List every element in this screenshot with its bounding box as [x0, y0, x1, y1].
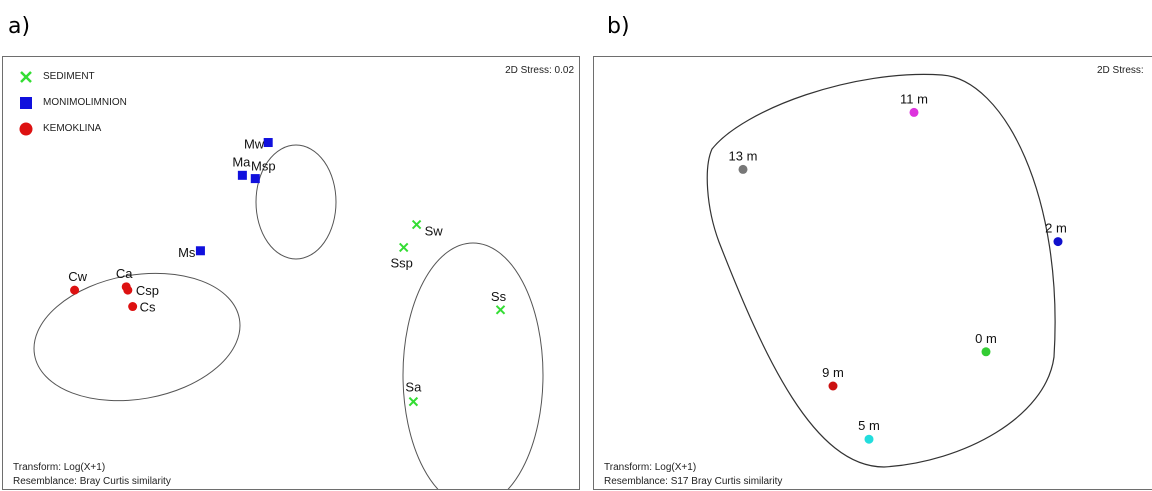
point-label-ms: Ms — [178, 245, 196, 260]
point-ss — [495, 305, 506, 315]
point-label-mw: Mw — [244, 137, 265, 152]
stress-label-a: 2D Stress: 0.02 — [505, 65, 574, 76]
legend-marker-square — [20, 97, 32, 109]
point-label-0m: 0 m — [975, 331, 997, 346]
plot-b-canvas: 11 m 13 m 2 m 0 m 9 m 5 m — [706, 73, 1067, 468]
point-label-msp: Msp — [251, 159, 276, 174]
legend-marker-x — [20, 71, 32, 83]
transform-label-a: Transform: Log(X+1) — [13, 462, 106, 473]
point-sa — [408, 396, 419, 407]
point-ms — [195, 246, 205, 256]
point-label-ssp: Ssp — [391, 255, 413, 270]
legend-label-kemoklina: KEMOKLINA — [43, 123, 102, 134]
point-label-sw: Sw — [425, 224, 444, 239]
point-ssp — [398, 242, 409, 253]
legend-marker-circle — [19, 122, 33, 136]
point-label-2m: 2 m — [1045, 221, 1067, 236]
point-cs — [128, 302, 138, 312]
point-mw — [263, 138, 273, 148]
point-label-ma: Ma — [232, 154, 251, 169]
panel-a-letter: a) — [8, 14, 31, 39]
point-label-cw: Cw — [68, 269, 87, 284]
point-0m — [981, 347, 991, 357]
point-label-13m: 13 m — [729, 148, 758, 163]
nmds-plot-a: Sw Ssp Ss Sa Mw Ma Msp Ms Cw Ca Csp Cs SEDIMENT MON… — [2, 56, 580, 490]
nmds-plot-b: 11 m 13 m 2 m 0 m 9 m 5 m 2D Stress: Transfor… — [593, 56, 1152, 490]
point-2m — [1053, 237, 1063, 247]
point-label-ca: Ca — [116, 266, 133, 281]
point-label-11m: 11 m — [900, 91, 928, 106]
point-13m — [738, 164, 748, 174]
point-msp — [250, 174, 260, 184]
legend-label-sediment: SEDIMENT — [43, 71, 95, 82]
point-9m — [828, 381, 838, 391]
point-label-9m: 9 m — [822, 365, 844, 380]
point-ma — [237, 170, 247, 180]
group-ellipse-monimolimnion — [255, 144, 337, 260]
resemblance-label-a: Resemblance: Bray Curtis similarity — [13, 476, 171, 487]
point-sw — [411, 219, 422, 230]
legend-label-monimolimnion: MONIMOLIMNION — [43, 97, 127, 108]
point-11m — [909, 107, 919, 117]
point-label-5m: 5 m — [858, 418, 880, 433]
group-ellipse-sediment — [402, 242, 544, 489]
panel-b-letter: b) — [607, 14, 630, 39]
point-label-csp: Csp — [136, 283, 159, 298]
resemblance-label-b: Resemblance: S17 Bray Curtis similarity — [604, 476, 783, 487]
point-label-sa: Sa — [405, 380, 422, 395]
point-cw — [70, 285, 80, 295]
group-hull — [706, 73, 1056, 468]
transform-label-b: Transform: Log(X+1) — [604, 462, 697, 473]
point-csp — [123, 285, 133, 295]
group-ellipse-kemoklina — [33, 272, 241, 402]
point-5m — [864, 434, 874, 444]
point-label-ss: Ss — [491, 289, 507, 304]
point-label-cs: Cs — [140, 300, 156, 315]
stress-label-b: 2D Stress: — [1097, 65, 1144, 76]
